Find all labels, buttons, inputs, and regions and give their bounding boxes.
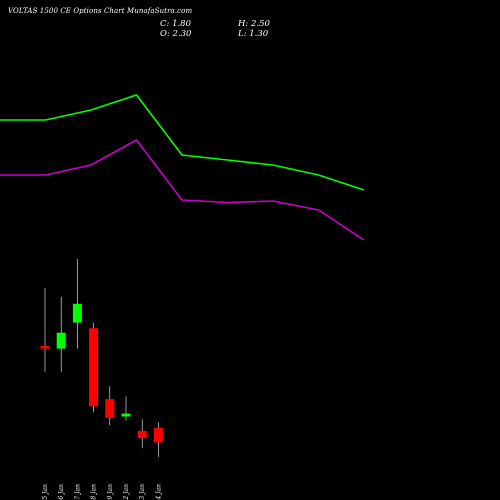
candle — [105, 386, 115, 426]
x-tick-label: 13 Jan — [139, 484, 146, 500]
lower-indicator-line — [0, 138, 365, 241]
candle — [89, 322, 99, 413]
x-tick-label: 12 Jan — [123, 484, 130, 500]
open-value: O: 2.30 — [160, 29, 192, 39]
candle-body — [40, 345, 50, 349]
candle-body — [121, 413, 131, 417]
chart-title: VOLTAS 1500 CE Options Chart MunafaSutra… — [8, 7, 193, 15]
x-tick-label: 06 Jan — [58, 484, 65, 500]
candle-body — [56, 332, 66, 349]
candlesticks — [40, 259, 163, 457]
close-value: C: 1.80 — [160, 19, 191, 29]
upper-indicator-line — [0, 94, 365, 191]
candle-body — [137, 430, 147, 439]
candle-body — [105, 399, 115, 418]
candle-body — [89, 328, 99, 407]
high-value: H: 2.50 — [238, 19, 270, 29]
indicator-lines — [0, 94, 365, 241]
candle — [153, 422, 163, 457]
candle — [121, 396, 131, 421]
candle — [72, 259, 82, 349]
low-value: L: 1.30 — [238, 29, 269, 39]
x-axis-ticks: 05 Jan 06 Jan 07 Jan 08 Jan 09 Jan 12 Jan 13 J… — [42, 484, 162, 500]
candle-body — [72, 303, 82, 323]
x-tick-label: 08 Jan — [91, 484, 98, 500]
candle — [56, 296, 66, 372]
x-tick-label: 07 Jan — [74, 484, 81, 500]
candle-body — [153, 428, 163, 443]
candle — [40, 287, 50, 372]
x-tick-label: 09 Jan — [107, 484, 114, 500]
candle — [137, 419, 147, 449]
x-tick-label: 05 Jan — [42, 484, 49, 500]
x-tick-label: 14 Jan — [155, 484, 162, 500]
